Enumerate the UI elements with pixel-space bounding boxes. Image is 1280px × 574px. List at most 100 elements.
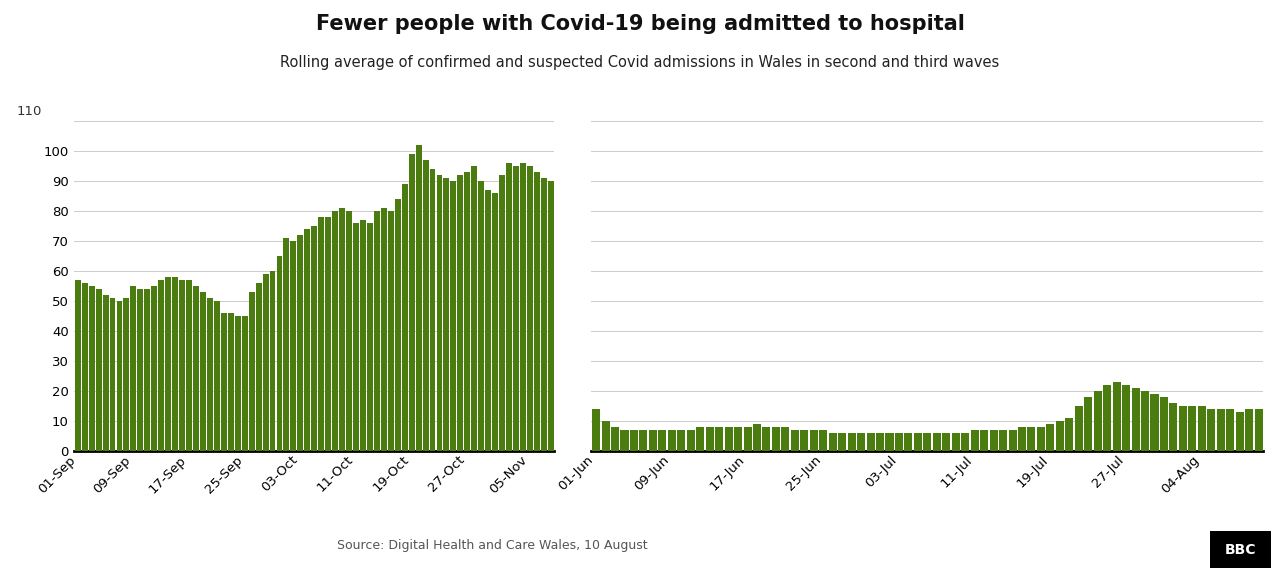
Bar <box>791 429 799 451</box>
Bar <box>810 429 818 451</box>
Bar <box>716 426 723 451</box>
Bar <box>1245 409 1253 451</box>
Bar <box>367 223 372 451</box>
Bar <box>131 286 137 451</box>
Bar <box>88 286 95 451</box>
Bar <box>534 172 540 451</box>
Bar <box>408 154 415 451</box>
Bar <box>1046 424 1055 451</box>
Bar <box>772 426 780 451</box>
Bar <box>1217 409 1225 451</box>
Bar <box>1093 390 1102 451</box>
Bar <box>658 429 667 451</box>
Bar <box>207 297 212 451</box>
Bar <box>1188 406 1197 451</box>
Bar <box>905 433 913 451</box>
Bar <box>457 174 463 451</box>
Bar <box>276 255 283 451</box>
Bar <box>819 429 827 451</box>
Bar <box>602 421 609 451</box>
Bar <box>151 286 157 451</box>
Bar <box>436 174 443 451</box>
Bar <box>116 301 123 451</box>
Bar <box>828 433 837 451</box>
Bar <box>961 433 969 451</box>
Bar <box>248 292 255 451</box>
Bar <box>541 177 547 451</box>
Bar <box>867 433 874 451</box>
Bar <box>677 429 685 451</box>
Bar <box>305 228 310 451</box>
Bar <box>1009 429 1016 451</box>
Text: Fewer people with Covid-19 being admitted to hospital: Fewer people with Covid-19 being admitte… <box>316 14 964 34</box>
Bar <box>339 208 346 451</box>
Bar <box>668 429 676 451</box>
Bar <box>96 289 101 451</box>
Bar <box>221 313 227 451</box>
Bar <box>914 433 922 451</box>
Bar <box>1084 397 1092 451</box>
Bar <box>256 282 261 451</box>
Bar <box>506 162 512 451</box>
Bar <box>465 172 470 451</box>
Bar <box>1000 429 1007 451</box>
Bar <box>193 286 198 451</box>
Bar <box>291 241 297 451</box>
Bar <box>753 424 762 451</box>
Bar <box>513 165 518 451</box>
Bar <box>137 289 143 451</box>
Bar <box>394 199 401 451</box>
Bar <box>611 426 620 451</box>
Bar <box>422 160 429 451</box>
Bar <box>640 429 648 451</box>
Bar <box>297 235 303 451</box>
Bar <box>1018 426 1027 451</box>
Bar <box>630 429 637 451</box>
Bar <box>705 426 714 451</box>
Bar <box>74 280 81 451</box>
Bar <box>1254 409 1262 451</box>
Text: Source: Digital Health and Care Wales, 10 August: Source: Digital Health and Care Wales, 1… <box>338 539 648 552</box>
Bar <box>346 211 352 451</box>
Bar <box>283 238 289 451</box>
Bar <box>270 270 275 451</box>
Bar <box>242 316 247 451</box>
Bar <box>319 216 324 451</box>
Bar <box>1179 406 1187 451</box>
Bar <box>724 426 732 451</box>
Bar <box>430 169 435 451</box>
Bar <box>1140 390 1149 451</box>
Text: 110: 110 <box>17 104 42 118</box>
Bar <box>416 145 421 451</box>
Bar <box>123 297 129 451</box>
Bar <box>110 297 115 451</box>
Bar <box>485 189 492 451</box>
Bar <box>621 429 628 451</box>
Bar <box>649 429 657 451</box>
Bar <box>159 280 164 451</box>
Bar <box>228 313 234 451</box>
Bar <box>1235 412 1244 451</box>
Bar <box>1112 382 1121 451</box>
Bar <box>593 409 600 451</box>
Bar <box>374 211 380 451</box>
Bar <box>733 426 742 451</box>
Bar <box>1226 409 1234 451</box>
Bar <box>800 429 809 451</box>
Bar <box>172 277 178 451</box>
Bar <box>970 429 979 451</box>
Bar <box>858 433 865 451</box>
Bar <box>781 426 790 451</box>
Bar <box>479 181 484 451</box>
Bar <box>1151 394 1158 451</box>
Bar <box>696 426 704 451</box>
Bar <box>214 301 220 451</box>
Bar <box>388 211 394 451</box>
Bar <box>989 429 997 451</box>
Bar <box>1207 409 1215 451</box>
Bar <box>527 165 532 451</box>
Bar <box>165 277 172 451</box>
Bar <box>933 433 941 451</box>
Text: BBC: BBC <box>1225 542 1256 557</box>
Bar <box>923 433 932 451</box>
